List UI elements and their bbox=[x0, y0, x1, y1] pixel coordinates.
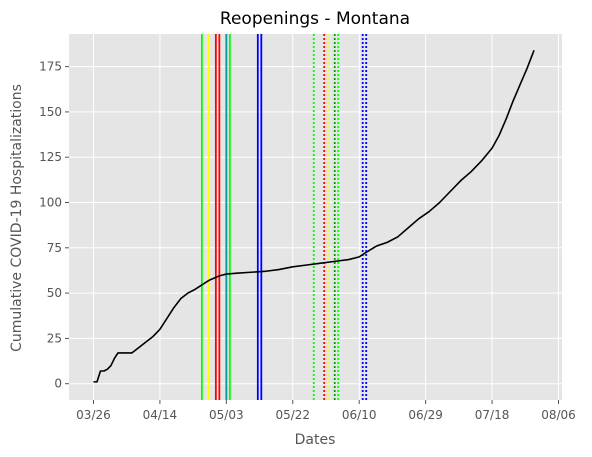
y-axis-label: Cumulative COVID-19 Hospitalizations bbox=[9, 84, 25, 352]
y-tick-label: 100 bbox=[39, 196, 62, 210]
y-tick-label: 150 bbox=[39, 105, 62, 119]
y-tick-label: 75 bbox=[47, 241, 62, 255]
x-tick-label: 06/10 bbox=[342, 408, 377, 422]
x-axis-ticks: 03/26 04/14 05/03 05/22 06/10 06/29 07/18 08/06 bbox=[76, 400, 576, 422]
y-tick-label: 125 bbox=[39, 150, 62, 164]
plot-area bbox=[69, 34, 562, 400]
series bbox=[93, 50, 535, 383]
x-tick-label: 03/26 bbox=[76, 408, 111, 422]
x-tick-label: 05/22 bbox=[275, 408, 310, 422]
x-tick-label: 07/18 bbox=[475, 408, 510, 422]
reopening-lines bbox=[200, 34, 368, 400]
y-axis-ticks: 0 25 50 75 100 125 150 175 bbox=[39, 60, 69, 391]
y-tick-label: 50 bbox=[47, 286, 62, 300]
x-tick-label: 04/14 bbox=[143, 408, 178, 422]
x-tick-label: 05/03 bbox=[209, 408, 244, 422]
y-tick-label: 0 bbox=[54, 377, 62, 391]
x-tick-label: 06/29 bbox=[408, 408, 443, 422]
y-tick-label: 25 bbox=[47, 331, 62, 345]
hospitalizations-line bbox=[93, 50, 535, 383]
y-tick-label: 175 bbox=[39, 60, 62, 74]
chart-title: Reopenings - Montana bbox=[220, 9, 410, 29]
x-axis-label: Dates bbox=[295, 432, 336, 448]
x-tick-label: 08/06 bbox=[541, 408, 576, 422]
